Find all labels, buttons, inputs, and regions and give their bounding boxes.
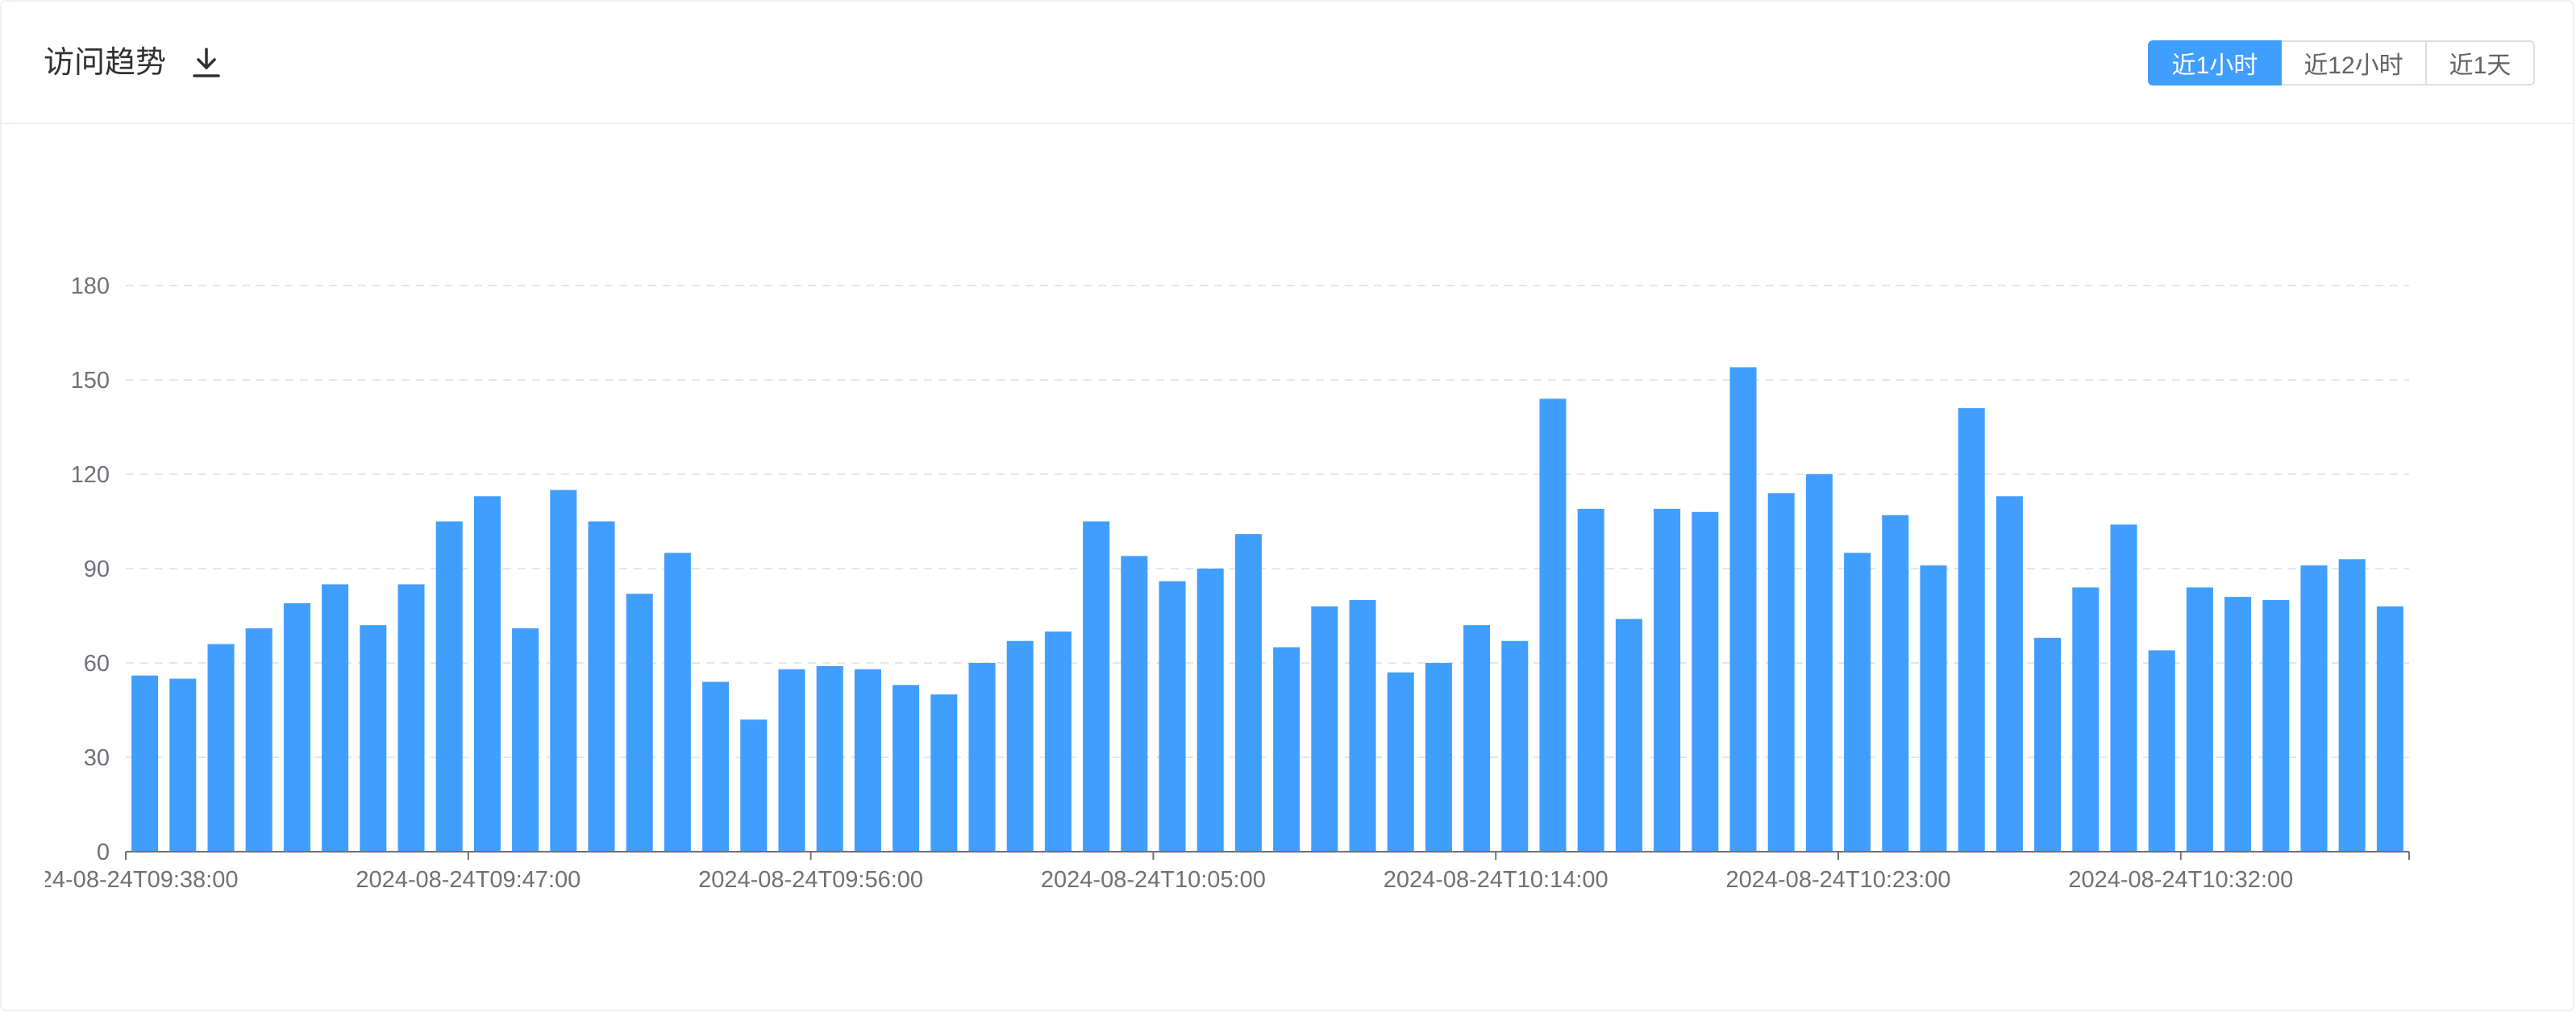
- bar[interactable]: [360, 625, 387, 852]
- bar[interactable]: [131, 675, 159, 852]
- bar[interactable]: [473, 496, 501, 852]
- bar[interactable]: [2072, 587, 2100, 852]
- bar[interactable]: [1349, 600, 1376, 852]
- bar[interactable]: [1044, 632, 1072, 852]
- bar[interactable]: [702, 682, 730, 852]
- bar[interactable]: [1083, 521, 1110, 853]
- bar[interactable]: [893, 685, 920, 852]
- bar[interactable]: [1995, 496, 2023, 852]
- bar[interactable]: [1654, 508, 1681, 852]
- bar[interactable]: [245, 628, 273, 852]
- x-tick-label: 2024-08-24T10:14:00: [1384, 867, 1608, 893]
- bar[interactable]: [512, 628, 539, 852]
- bar[interactable]: [322, 584, 349, 853]
- bar[interactable]: [778, 669, 805, 852]
- bar[interactable]: [664, 552, 691, 853]
- bar[interactable]: [1463, 625, 1491, 852]
- y-tick-label: 30: [84, 745, 110, 771]
- bar[interactable]: [1692, 511, 1719, 852]
- bar[interactable]: [1882, 515, 1909, 852]
- bar[interactable]: [1501, 640, 1529, 852]
- bar[interactable]: [2300, 565, 2328, 852]
- x-tick-label: 2024-08-24T09:47:00: [356, 867, 581, 893]
- bar[interactable]: [968, 663, 996, 852]
- time-range-group: 近1小时 近12小时 近1天: [2148, 40, 2535, 85]
- bar[interactable]: [1425, 663, 1452, 852]
- y-tick-label: 180: [71, 273, 110, 299]
- range-button-1d[interactable]: 近1天: [2425, 40, 2535, 85]
- bar[interactable]: [1006, 640, 1034, 852]
- bar[interactable]: [1196, 569, 1224, 852]
- y-tick-label: 60: [84, 651, 110, 677]
- bar[interactable]: [550, 490, 577, 853]
- bar[interactable]: [435, 521, 463, 853]
- bar[interactable]: [1958, 408, 1985, 853]
- bar[interactable]: [930, 694, 958, 852]
- chart-axes: 0 30 60 90 120 150 180 2024-08-24T09:38:00 2024-…: [14, 273, 2410, 893]
- y-tick-label: 90: [84, 557, 110, 582]
- y-tick-label: 150: [71, 368, 110, 394]
- x-tick-label: 2024-08-24T10:05:00: [1041, 867, 1266, 893]
- range-button-1h[interactable]: 近1小时: [2148, 40, 2282, 85]
- bar[interactable]: [2110, 524, 2137, 852]
- bar[interactable]: [2262, 600, 2290, 852]
- bar[interactable]: [1311, 606, 1338, 852]
- bar[interactable]: [1615, 619, 1642, 852]
- bar[interactable]: [207, 644, 235, 852]
- x-tick-label: 2024-08-24T09:38:00: [14, 867, 239, 893]
- bar[interactable]: [397, 584, 425, 853]
- bar[interactable]: [854, 669, 881, 852]
- bar[interactable]: [2224, 597, 2252, 852]
- bar[interactable]: [2376, 606, 2403, 852]
- range-button-12h[interactable]: 近12小时: [2280, 40, 2427, 85]
- download-icon[interactable]: [189, 45, 224, 81]
- bar[interactable]: [2148, 650, 2175, 852]
- bar[interactable]: [1387, 672, 1414, 852]
- y-tick-label: 120: [71, 462, 110, 488]
- chart-grid: [126, 285, 2409, 758]
- x-tick-label: 2024-08-24T10:32:00: [2068, 867, 2293, 893]
- bar[interactable]: [2186, 587, 2213, 852]
- bar[interactable]: [1273, 647, 1300, 853]
- bar[interactable]: [1844, 552, 1871, 853]
- bar[interactable]: [1577, 508, 1604, 852]
- bar[interactable]: [1805, 474, 1833, 852]
- bar[interactable]: [1767, 493, 1795, 852]
- bar[interactable]: [588, 521, 615, 853]
- bar[interactable]: [283, 602, 310, 852]
- bar[interactable]: [2034, 637, 2062, 852]
- bar-chart: 0 30 60 90 120 150 180 2024-08-24T09:38:00 2024-…: [14, 273, 2410, 893]
- bar[interactable]: [1920, 565, 1947, 852]
- bar[interactable]: [1539, 398, 1567, 852]
- bar[interactable]: [816, 665, 843, 852]
- y-tick-label: 0: [97, 840, 110, 865]
- bar[interactable]: [2338, 559, 2366, 852]
- bar[interactable]: [1729, 367, 1757, 852]
- bar[interactable]: [1121, 556, 1148, 852]
- x-tick-label: 2024-08-24T10:23:00: [1726, 867, 1951, 893]
- card-header: 访问趋势 近1小时 近12小时 近1天: [2, 2, 2573, 124]
- chart-bars: [131, 367, 2403, 853]
- bar[interactable]: [626, 594, 653, 852]
- x-tick-label: 2024-08-24T09:56:00: [698, 867, 923, 893]
- card-title: 访问趋势: [44, 46, 167, 80]
- bar[interactable]: [740, 719, 768, 852]
- bar[interactable]: [169, 678, 197, 853]
- bar[interactable]: [1234, 534, 1262, 852]
- bar[interactable]: [1159, 581, 1186, 852]
